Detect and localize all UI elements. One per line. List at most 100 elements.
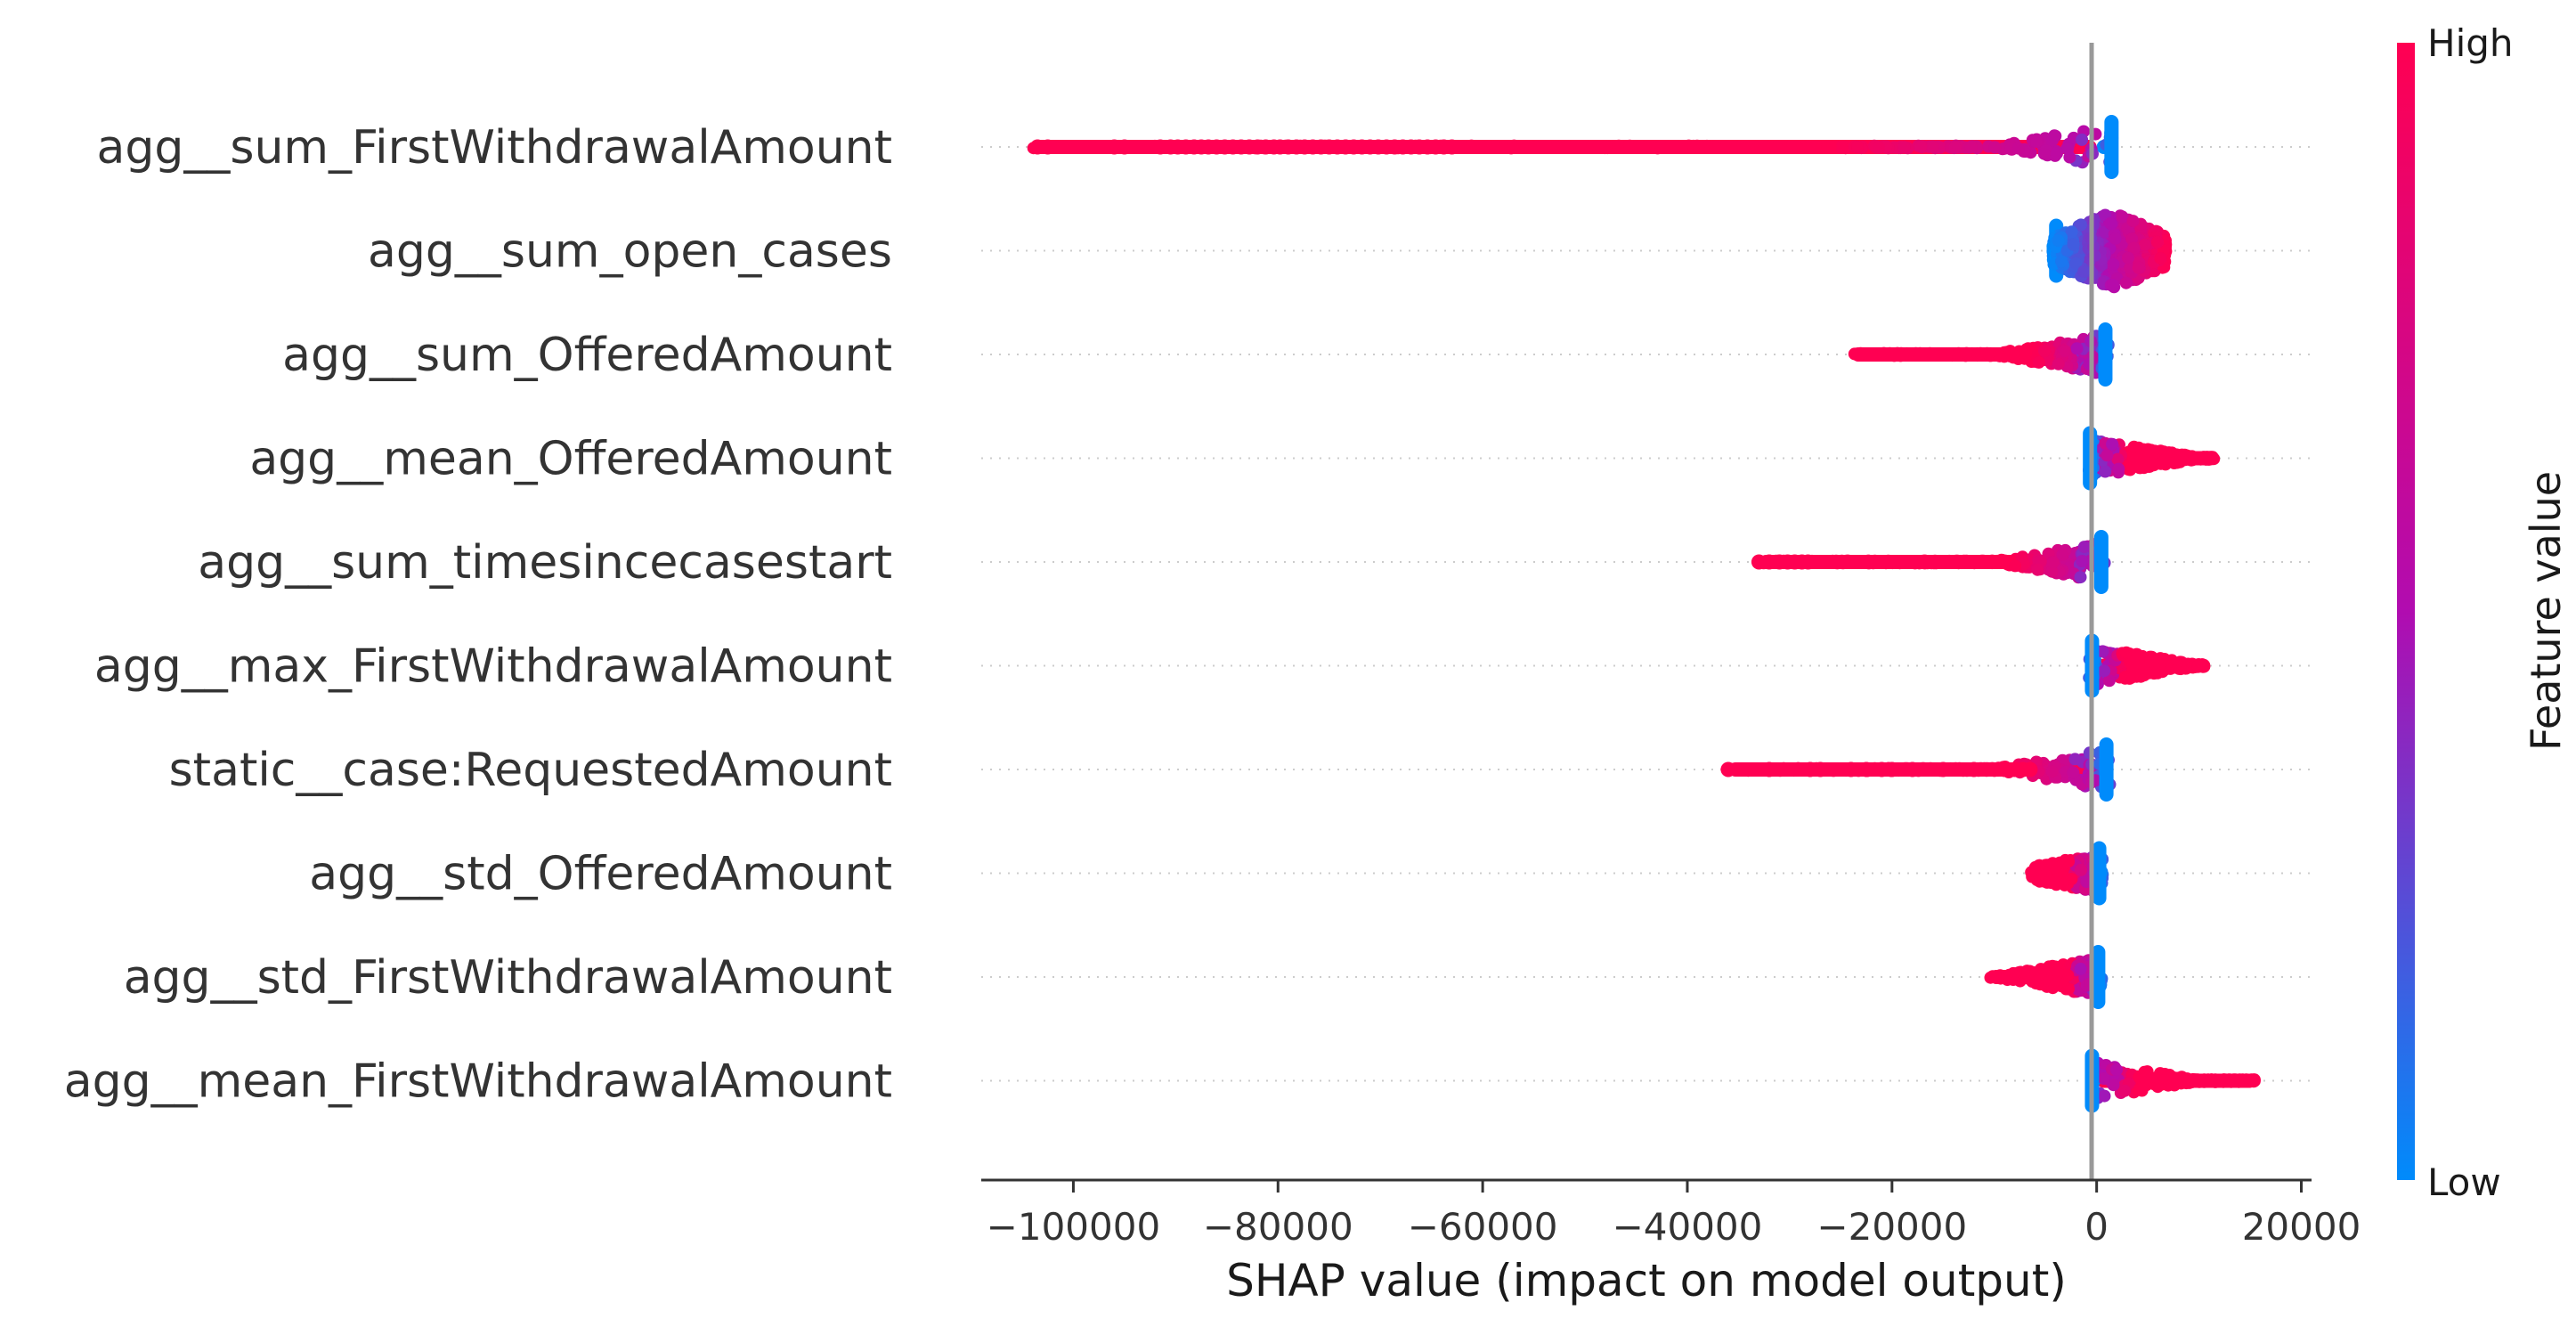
shap-point — [2106, 437, 2119, 451]
shap-point — [1965, 140, 1978, 153]
shap-point — [1824, 556, 1838, 569]
shap-point — [2127, 452, 2140, 466]
x-tick-label: 0 — [2084, 1205, 2109, 1249]
feature-points — [2046, 208, 2173, 294]
shap-point — [1951, 555, 1964, 568]
shap-point — [2052, 234, 2065, 248]
outlier-point — [1905, 761, 1921, 777]
feature-points — [1027, 115, 2119, 179]
shap-point — [2111, 452, 2125, 466]
shap-point — [2112, 462, 2125, 476]
x-tick-label: −80000 — [1203, 1205, 1353, 1249]
feature-label: agg__sum_timesincecasestart — [198, 536, 892, 590]
shap-points — [1027, 115, 2261, 1113]
shap-point — [2009, 559, 2022, 573]
shap-point — [2154, 252, 2167, 265]
shap-point — [2127, 241, 2141, 255]
feature-label: static__case:RequestedAmount — [169, 744, 892, 797]
low-value-cluster — [2093, 530, 2109, 594]
shap-point — [2076, 133, 2089, 146]
shap-point — [1925, 557, 1938, 570]
shap-point — [2220, 1073, 2233, 1087]
shap-point — [1464, 140, 1476, 153]
feature-points — [1848, 322, 2115, 387]
shap-point — [2045, 765, 2059, 778]
shap-point — [1988, 141, 2002, 154]
shap-point — [2065, 225, 2078, 239]
shap-point — [1709, 140, 1722, 153]
outlier-point — [1935, 761, 1951, 777]
outlier-point — [1117, 139, 1133, 155]
outlier-point — [1966, 761, 1982, 777]
x-tick-label: −60000 — [1408, 1205, 1558, 1249]
shap-point — [2051, 965, 2064, 978]
shap-point — [1914, 140, 1928, 153]
feature-label: agg__sum_FirstWithdrawalAmount — [96, 121, 892, 175]
colorbar: High Low Feature value — [2397, 21, 2570, 1204]
shap-point — [1873, 555, 1886, 568]
low-value-cluster — [2104, 115, 2119, 179]
shap-point — [2030, 135, 2043, 148]
shap-point — [1960, 554, 1973, 567]
shap-point — [1790, 141, 1803, 154]
feature-label: agg__mean_FirstWithdrawalAmount — [64, 1055, 892, 1109]
shap-point — [2098, 664, 2111, 678]
shap-point — [1824, 140, 1837, 153]
shap-point — [2018, 352, 2031, 365]
outlier-point — [1812, 761, 1828, 777]
feature-label: agg__mean_OfferedAmount — [249, 433, 892, 486]
shap-point — [2122, 251, 2134, 265]
feature-points — [2083, 426, 2221, 491]
shap-point — [2068, 753, 2082, 766]
feature-points — [1720, 737, 2117, 802]
shap-point — [1960, 346, 1972, 360]
shap-point — [2056, 548, 2069, 561]
shap-point — [2059, 345, 2072, 358]
shap-point — [2140, 455, 2153, 468]
shap-point — [2191, 660, 2205, 673]
shap-point — [1777, 761, 1791, 775]
shap-point — [2124, 655, 2136, 669]
colorbar-high-label: High — [2427, 21, 2514, 65]
shap-point — [2074, 571, 2087, 584]
feature-labels: agg__sum_FirstWithdrawalAmount agg__sum_o… — [64, 121, 892, 1109]
shap-point — [2109, 232, 2122, 245]
shap-point — [1982, 347, 1995, 361]
feature-label: agg__std_OfferedAmount — [309, 848, 892, 901]
shap-point — [2050, 977, 2063, 990]
x-tick-label: −20000 — [1816, 1205, 1967, 1249]
shap-point — [2058, 872, 2071, 885]
shap-point — [1623, 139, 1637, 152]
shap-point — [2046, 556, 2060, 569]
shap-point — [2048, 129, 2061, 142]
shap-point — [2123, 670, 2136, 682]
shap-point — [2107, 1079, 2120, 1092]
x-tick-label: −40000 — [1613, 1205, 1763, 1249]
x-axis-title: SHAP value (impact on model output) — [1226, 1255, 2067, 1307]
shap-point — [2043, 860, 2056, 873]
shap-point — [1948, 141, 1962, 154]
low-value-cluster — [2091, 945, 2106, 1009]
shap-point — [1897, 141, 1911, 154]
shap-point — [1950, 348, 1963, 362]
colorbar-low-label: Low — [2427, 1160, 2501, 1204]
feature-points — [1751, 530, 2111, 594]
shap-point — [2104, 216, 2117, 230]
shap-point — [2051, 147, 2063, 160]
shap-point — [1056, 140, 1069, 153]
shap-point — [1776, 141, 1789, 154]
feature-points — [2083, 633, 2211, 698]
shap-point — [2155, 456, 2168, 468]
outlier-point — [2022, 761, 2038, 777]
shap-point — [1915, 347, 1929, 361]
shap-point — [2236, 1073, 2249, 1087]
shap-point — [2099, 465, 2112, 478]
shap-point — [1528, 141, 1541, 154]
shap-point — [2151, 235, 2164, 248]
outlier-point — [1858, 761, 1874, 777]
shap-point — [1509, 141, 1523, 154]
outlier-point — [1444, 139, 1460, 155]
shap-point — [1585, 140, 1598, 153]
x-axis: −100000 −80000 −60000 −40000 −20000 0 20000 — [981, 1178, 2361, 1249]
feature-label: agg__std_FirstWithdrawalAmount — [124, 951, 892, 1005]
